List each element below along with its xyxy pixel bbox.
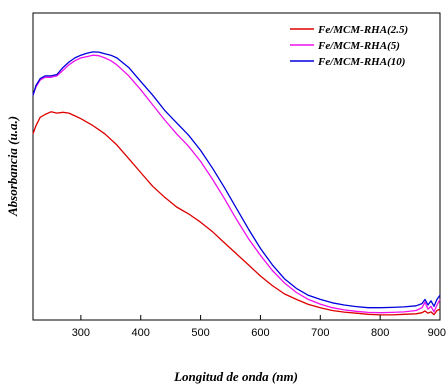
x-tick-label: 300 — [72, 327, 90, 339]
x-tick-label: 600 — [251, 327, 269, 339]
legend-label-2: Fe/MCM-RHA(5) — [317, 40, 400, 52]
x-tick-label: 700 — [311, 327, 329, 339]
x-tick-layer: 300 400 500 600 700 800 900 — [72, 315, 446, 339]
x-tick-label: 800 — [371, 327, 389, 339]
legend-label-3: Fe/MCM-RHA(10) — [317, 56, 405, 68]
series-line-2 — [32, 54, 441, 314]
x-tick-label: 900 — [428, 327, 446, 339]
series-line-1 — [32, 111, 441, 316]
series-layer — [32, 51, 441, 316]
series-line-3 — [32, 51, 441, 309]
legend: Fe/MCM-RHA(2.5) Fe/MCM-RHA(5) Fe/MCM-RHA(1… — [290, 24, 408, 68]
legend-label-1: Fe/MCM-RHA(2.5) — [317, 24, 408, 36]
x-axis-label: Longitud de onda (nm) — [173, 369, 298, 384]
x-tick-label: 400 — [132, 327, 150, 339]
x-tick-label: 500 — [191, 327, 209, 339]
y-axis-label: Absorbancia (u.a.) — [5, 116, 20, 217]
plot-frame — [32, 12, 441, 321]
